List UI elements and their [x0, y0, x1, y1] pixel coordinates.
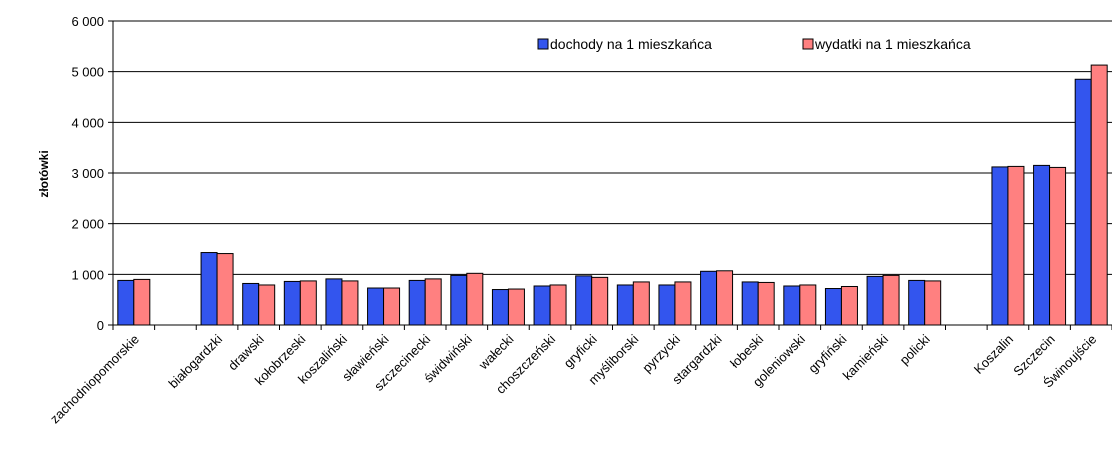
bar-dochody [1074, 78, 1092, 326]
x-tick-label: kamieński [840, 331, 892, 383]
bar-dochody [866, 275, 884, 326]
bar-wydatki [341, 280, 359, 326]
legend-label-dochody: dochody na 1 mieszkańca [550, 36, 712, 52]
bar-dochody [491, 289, 509, 326]
bar-wydatki [674, 281, 692, 326]
bar-dochody [117, 279, 135, 326]
y-axis-label: złotówki [37, 150, 51, 197]
legend: dochody na 1 mieszkańca wydatki na 1 mie… [537, 36, 971, 52]
y-tick-label: 4 000 [71, 115, 104, 130]
y-tick-label: 3 000 [71, 166, 104, 181]
bar-wydatki [466, 272, 484, 326]
bar-dochody [325, 278, 343, 326]
bar-dochody [1033, 164, 1051, 326]
y-tick-labels: 0 1 000 2 000 3 000 4 000 5 000 6 000 [71, 14, 104, 333]
bar-wydatki [424, 278, 442, 326]
legend-label-wydatki: wydatki na 1 mieszkańca [814, 36, 971, 52]
legend-swatch-dochody [537, 38, 549, 50]
y-tick-label: 1 000 [71, 267, 104, 282]
x-tick-label: policki [897, 331, 933, 367]
y-tick-label: 5 000 [71, 65, 104, 80]
grid [108, 20, 1112, 326]
bar-dochody [408, 279, 426, 326]
bar-dochody [991, 166, 1009, 326]
bar-wydatki [632, 281, 650, 326]
x-tick-labels: zachodniopomorskie białogardzki drawskikoł… [47, 331, 1099, 426]
bar-wydatki [757, 281, 775, 326]
bar-wydatki [133, 278, 151, 326]
bar-wydatki [799, 284, 817, 326]
bar-wydatki [216, 253, 234, 326]
y-tick-label: 0 [97, 318, 104, 333]
bar-dochody [283, 280, 301, 326]
bar-dochody [824, 288, 842, 326]
bar-dochody [242, 282, 260, 326]
bar-wydatki [1090, 64, 1108, 326]
bar-dochody [575, 275, 593, 326]
axes [112, 21, 1112, 330]
bar-dochody [200, 252, 218, 326]
bar-wydatki [924, 280, 942, 326]
bar-dochody [741, 281, 759, 326]
bar-wydatki [591, 276, 609, 326]
x-tick-label: białogardzki [166, 331, 226, 391]
bar-dochody [450, 274, 468, 326]
bar-wydatki [1007, 165, 1025, 326]
bar-wydatki [507, 288, 525, 326]
bar-wydatki [258, 284, 276, 326]
x-tick-label: gryficki [561, 331, 600, 370]
x-tick-label: drawski [225, 331, 267, 373]
bar-dochody [533, 285, 551, 326]
bar-wydatki [882, 274, 900, 326]
y-tick-label: 6 000 [71, 14, 104, 29]
x-tick-label: łobeski [727, 331, 766, 370]
bar-dochody [367, 287, 385, 326]
x-tick-label: wałecki [475, 331, 517, 373]
bar-wydatki [549, 284, 567, 326]
bar-wydatki [299, 280, 317, 326]
bar-dochody [908, 279, 926, 326]
bar-dochody [658, 284, 676, 326]
bar-wydatki [383, 287, 401, 326]
bar-wydatki [840, 285, 858, 326]
bar-wydatki [1049, 166, 1067, 326]
legend-swatch-wydatki [802, 38, 814, 50]
bar-dochody [616, 284, 634, 326]
bar-dochody [700, 270, 718, 326]
y-tick-label: 2 000 [71, 217, 104, 232]
x-tick-label: zachodniopomorskie [47, 332, 142, 427]
bars [117, 64, 1108, 326]
bar-wydatki [716, 270, 734, 326]
bar-dochody [783, 285, 801, 326]
x-tick-label: Koszalin [971, 332, 1016, 377]
